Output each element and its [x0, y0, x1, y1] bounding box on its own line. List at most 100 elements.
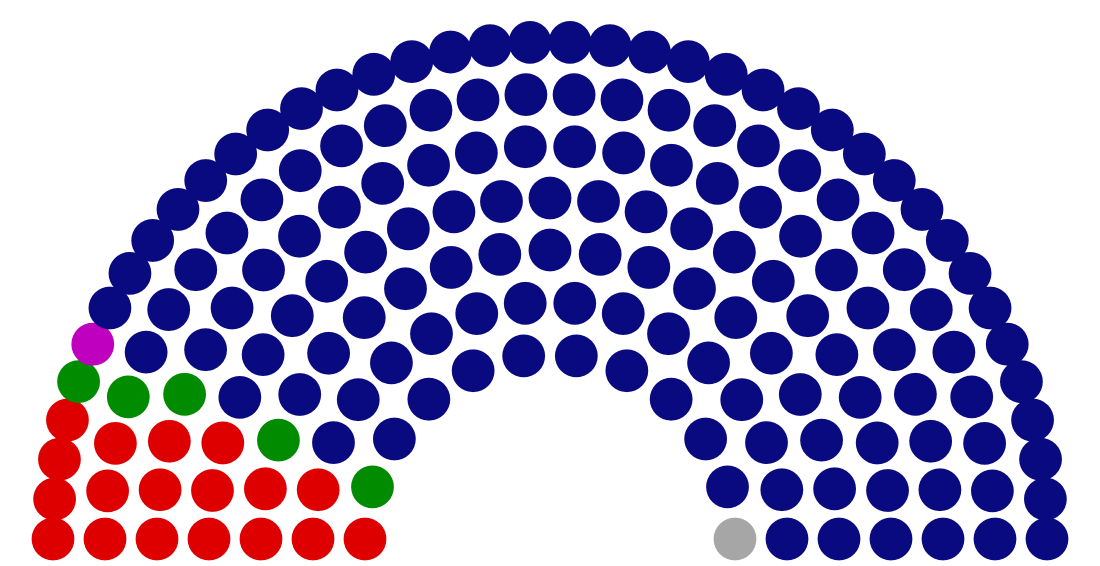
seat [866, 469, 909, 512]
seat [125, 331, 168, 374]
seat [174, 248, 217, 291]
seat [705, 53, 748, 96]
seat [549, 21, 592, 64]
seat [433, 190, 476, 233]
seat [279, 149, 322, 192]
seat [579, 233, 622, 276]
seat [650, 378, 693, 421]
seat [218, 376, 261, 419]
seat [480, 180, 523, 223]
seat [817, 178, 860, 221]
seat [271, 294, 314, 337]
seat [693, 104, 736, 147]
seat [870, 518, 913, 561]
seat [307, 332, 350, 375]
parliament-diagram [0, 0, 1100, 566]
seat [57, 360, 100, 403]
seat [242, 333, 285, 376]
seat [813, 467, 856, 510]
seat [687, 341, 730, 384]
seat [650, 144, 693, 187]
seat [529, 177, 572, 220]
seat [107, 376, 150, 419]
seat [390, 40, 433, 83]
seat [847, 287, 890, 330]
seat [589, 24, 632, 67]
seat [94, 422, 137, 465]
seat [766, 518, 809, 561]
seat [529, 229, 572, 272]
seat [504, 125, 547, 168]
seat [605, 349, 648, 392]
seat [894, 373, 937, 416]
seat [430, 246, 473, 289]
seat [1019, 438, 1062, 481]
seat [818, 518, 861, 561]
seat [815, 249, 858, 292]
seat [344, 231, 387, 274]
seat [800, 419, 843, 462]
seat [963, 422, 1006, 465]
seat [856, 422, 899, 465]
seat [647, 312, 690, 355]
seat [779, 373, 822, 416]
seat [305, 260, 348, 303]
seat [469, 24, 512, 67]
seat [922, 518, 965, 561]
seat [184, 328, 227, 371]
seat [478, 233, 521, 276]
seat [909, 420, 952, 463]
seat [33, 478, 76, 521]
seat [370, 341, 413, 384]
seat [971, 469, 1014, 512]
seat [786, 294, 829, 337]
seat [752, 260, 795, 303]
seat [919, 468, 962, 511]
seat [38, 438, 81, 481]
seat [720, 378, 763, 421]
seat [344, 518, 387, 561]
seat [910, 288, 953, 331]
seat [932, 331, 975, 374]
seat [628, 31, 671, 74]
seat [839, 376, 882, 419]
seat [553, 125, 596, 168]
seat [163, 373, 206, 416]
seat [739, 186, 782, 229]
seat [407, 144, 450, 187]
seat [410, 312, 453, 355]
seat [46, 399, 89, 442]
seat [148, 420, 191, 463]
seat [337, 378, 380, 421]
seat [206, 212, 249, 255]
seat [706, 465, 749, 508]
seat [139, 468, 182, 511]
seat [553, 73, 596, 116]
seat [750, 332, 793, 375]
seat [815, 333, 858, 376]
seat [387, 207, 430, 250]
seat [986, 323, 1029, 366]
seat [1000, 360, 1043, 403]
seat [760, 468, 803, 511]
seat [84, 518, 127, 561]
seat [320, 124, 363, 167]
seat [147, 288, 190, 331]
seat [373, 418, 416, 461]
seat [505, 73, 548, 116]
seat [244, 467, 287, 510]
seat [188, 518, 231, 561]
seat [242, 249, 285, 292]
seat [407, 378, 450, 421]
seat [352, 53, 395, 96]
seat [136, 518, 179, 561]
seat [312, 421, 355, 464]
seat [316, 69, 359, 112]
seat [1024, 478, 1067, 521]
seat [745, 421, 788, 464]
seat [627, 246, 670, 289]
seat [778, 149, 821, 192]
seat [950, 376, 993, 419]
seat [714, 518, 757, 561]
seat [278, 215, 321, 258]
